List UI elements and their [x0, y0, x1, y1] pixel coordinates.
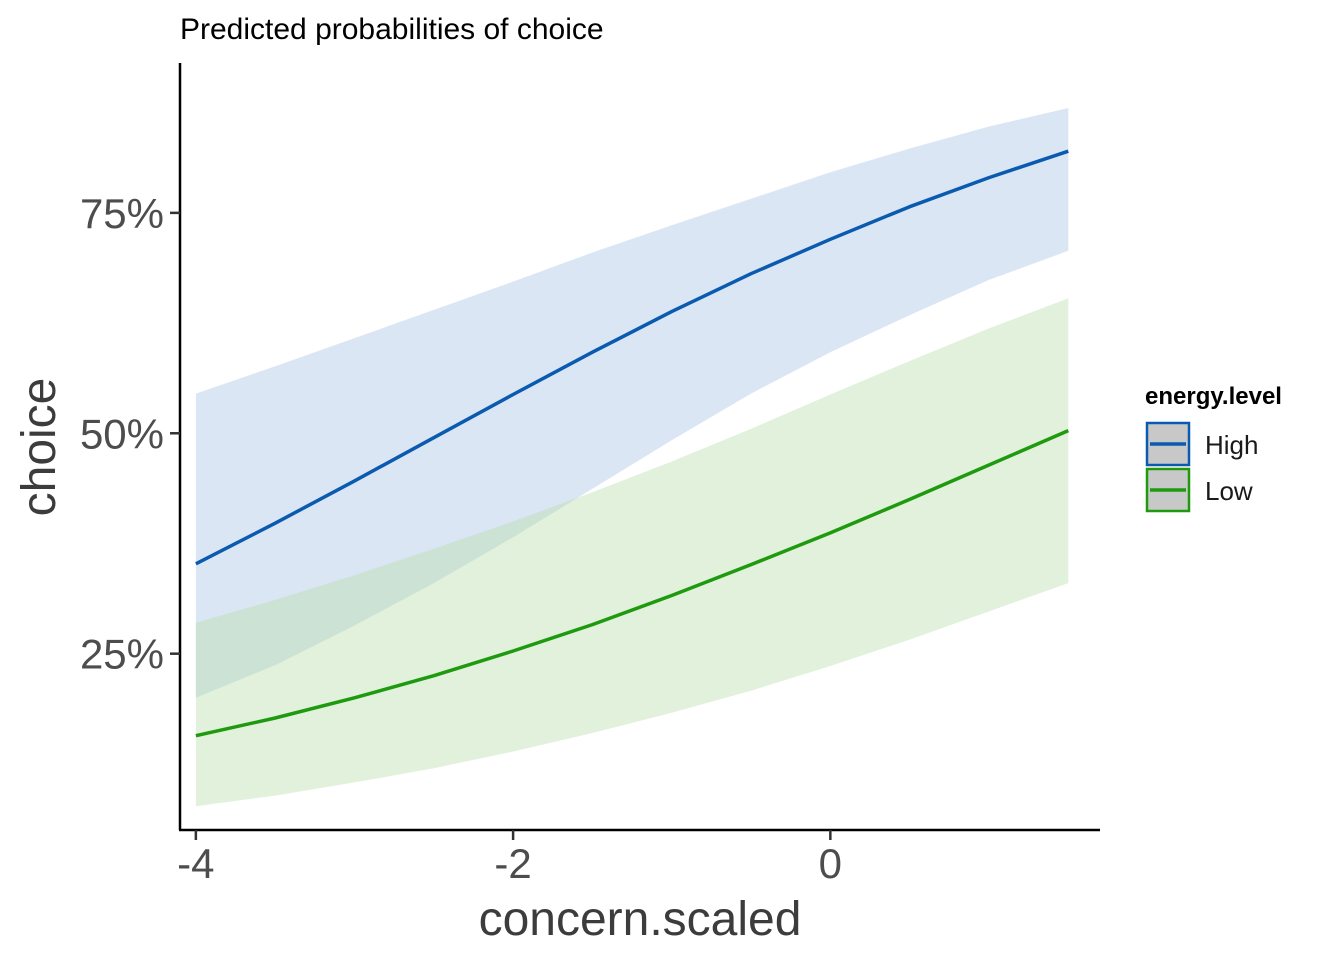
- legend-title: energy.level: [1145, 383, 1282, 410]
- band-low: [195, 298, 1069, 807]
- x-tick-label: 0: [819, 840, 842, 887]
- chart-title: Predicted probabilities of choice: [180, 13, 604, 46]
- legend: energy.level High Low: [1145, 383, 1282, 513]
- line-high: [195, 149, 1069, 566]
- line-low: [195, 428, 1069, 738]
- series-lines: [195, 149, 1069, 738]
- y-axis-title: choice: [13, 378, 66, 517]
- x-axis-ticks: -4 -2 0: [177, 830, 842, 887]
- band-high: [195, 108, 1069, 698]
- legend-label-high: High: [1205, 430, 1258, 460]
- y-axis-ticks: 25% 50% 75%: [80, 190, 180, 678]
- confidence-bands: [195, 108, 1069, 807]
- x-tick-label: -4: [177, 840, 214, 887]
- y-tick-label: 50%: [80, 410, 164, 457]
- x-tick-label: -2: [494, 840, 531, 887]
- y-tick-label: 25%: [80, 631, 164, 678]
- x-axis-title: concern.scaled: [479, 893, 802, 946]
- y-tick-label: 75%: [80, 190, 164, 237]
- legend-label-low: Low: [1205, 476, 1253, 506]
